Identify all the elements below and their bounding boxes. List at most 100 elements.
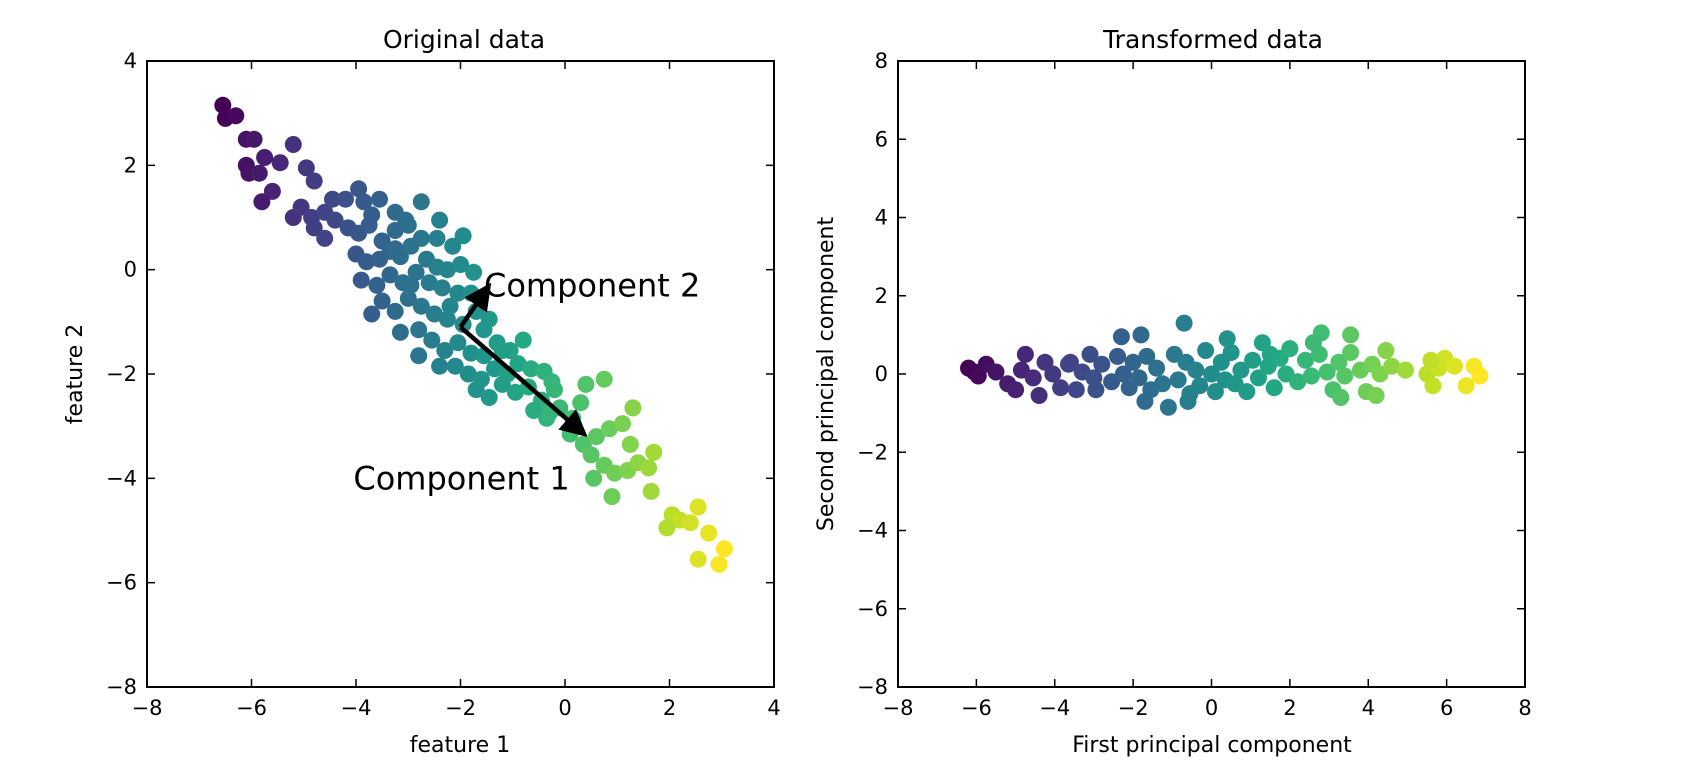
data-point <box>428 229 446 247</box>
data-point <box>1016 345 1034 363</box>
data-point <box>465 263 483 281</box>
data-point <box>431 357 449 375</box>
x-tick-label: −6 <box>961 696 992 720</box>
data-point <box>412 297 430 315</box>
x-tick-label: 2 <box>663 696 676 720</box>
x-tick-label: −8 <box>883 696 914 720</box>
x-tick-label: 2 <box>1283 696 1296 720</box>
data-point <box>1175 314 1193 332</box>
data-point <box>645 443 663 461</box>
data-point <box>1377 342 1395 359</box>
data-point <box>640 459 658 477</box>
data-point <box>587 428 605 446</box>
data-point <box>438 261 456 279</box>
data-point <box>493 342 511 359</box>
data-point <box>1136 392 1154 410</box>
data-point <box>1024 369 1042 387</box>
data-point <box>1383 357 1401 375</box>
data-point <box>1457 377 1475 395</box>
y-tick-label: −8 <box>106 675 137 699</box>
data-point <box>1114 365 1132 383</box>
data-point <box>1148 359 1166 377</box>
y-tick-label: 6 <box>875 127 888 151</box>
data-point <box>475 321 493 339</box>
axis-ticks: −8 −6 −4 −2 0 2 4 6 8 −8 −6 −4 −2 0 2 4 6 8 <box>857 49 1532 720</box>
data-point <box>1342 344 1360 361</box>
y-tick-label: −8 <box>857 675 888 699</box>
data-point <box>1052 379 1070 397</box>
data-point <box>467 381 485 399</box>
data-point <box>412 193 430 211</box>
data-point <box>368 276 386 294</box>
component-arrow <box>458 282 492 329</box>
data-point <box>305 172 323 190</box>
plot-frame <box>146 60 775 688</box>
data-point <box>1169 371 1187 389</box>
data-point <box>355 193 373 211</box>
data-point <box>1218 330 1236 348</box>
data-point <box>543 373 561 391</box>
x-axis-label: First principal component <box>1072 733 1352 758</box>
data-point <box>681 514 699 532</box>
data-point <box>459 365 477 383</box>
data-point <box>371 190 388 208</box>
data-point <box>1289 373 1307 391</box>
y-tick-label: 8 <box>875 49 888 73</box>
data-point <box>350 180 368 198</box>
data-point <box>449 334 467 352</box>
data-point <box>449 284 467 302</box>
data-point <box>402 276 420 294</box>
data-point <box>595 370 613 388</box>
data-point <box>572 394 590 412</box>
x-tick-label: 6 <box>1440 696 1453 720</box>
data-point <box>1342 326 1360 344</box>
data-point <box>1297 351 1314 369</box>
data-point <box>577 375 595 393</box>
x-tick-label: 0 <box>1205 696 1218 720</box>
data-point <box>1265 379 1283 397</box>
y-tick-label: −2 <box>106 362 137 386</box>
data-point <box>1130 369 1148 387</box>
data-point <box>689 550 707 568</box>
data-point <box>582 446 600 464</box>
data-point <box>1093 355 1111 373</box>
data-point <box>227 107 245 125</box>
data-point <box>1244 351 1262 369</box>
y-axis-label: feature 2 <box>63 324 88 424</box>
data-point <box>360 216 378 234</box>
data-point <box>297 159 315 177</box>
data-point <box>425 305 443 323</box>
data-point <box>452 256 469 273</box>
data-point <box>214 96 232 114</box>
component-annotation: Component 2 <box>484 266 700 304</box>
component-arrow <box>459 325 588 438</box>
data-point <box>420 274 438 292</box>
data-point <box>1081 345 1099 363</box>
x-axis-label: feature 1 <box>410 733 510 758</box>
data-point <box>1044 365 1062 383</box>
data-point <box>603 488 621 506</box>
data-point <box>263 182 281 200</box>
data-point <box>1159 398 1177 416</box>
data-point <box>506 383 524 401</box>
x-tick-label: −8 <box>132 696 163 720</box>
data-point <box>363 305 381 323</box>
x-tick-label: −4 <box>341 696 372 720</box>
data-point <box>480 389 498 406</box>
data-point <box>1397 361 1414 379</box>
data-point <box>444 237 462 255</box>
data-point <box>1318 363 1336 381</box>
data-point <box>1187 361 1205 379</box>
data-point <box>525 402 543 419</box>
data-point <box>386 240 404 258</box>
data-point <box>441 297 459 315</box>
data-point <box>715 540 733 558</box>
data-point <box>1238 383 1256 401</box>
scatter-points <box>960 314 1489 416</box>
data-point <box>1085 369 1103 387</box>
data-point <box>352 271 370 289</box>
data-point <box>1030 387 1048 404</box>
data-point <box>614 415 631 433</box>
component-annotation: Component 1 <box>353 459 569 497</box>
